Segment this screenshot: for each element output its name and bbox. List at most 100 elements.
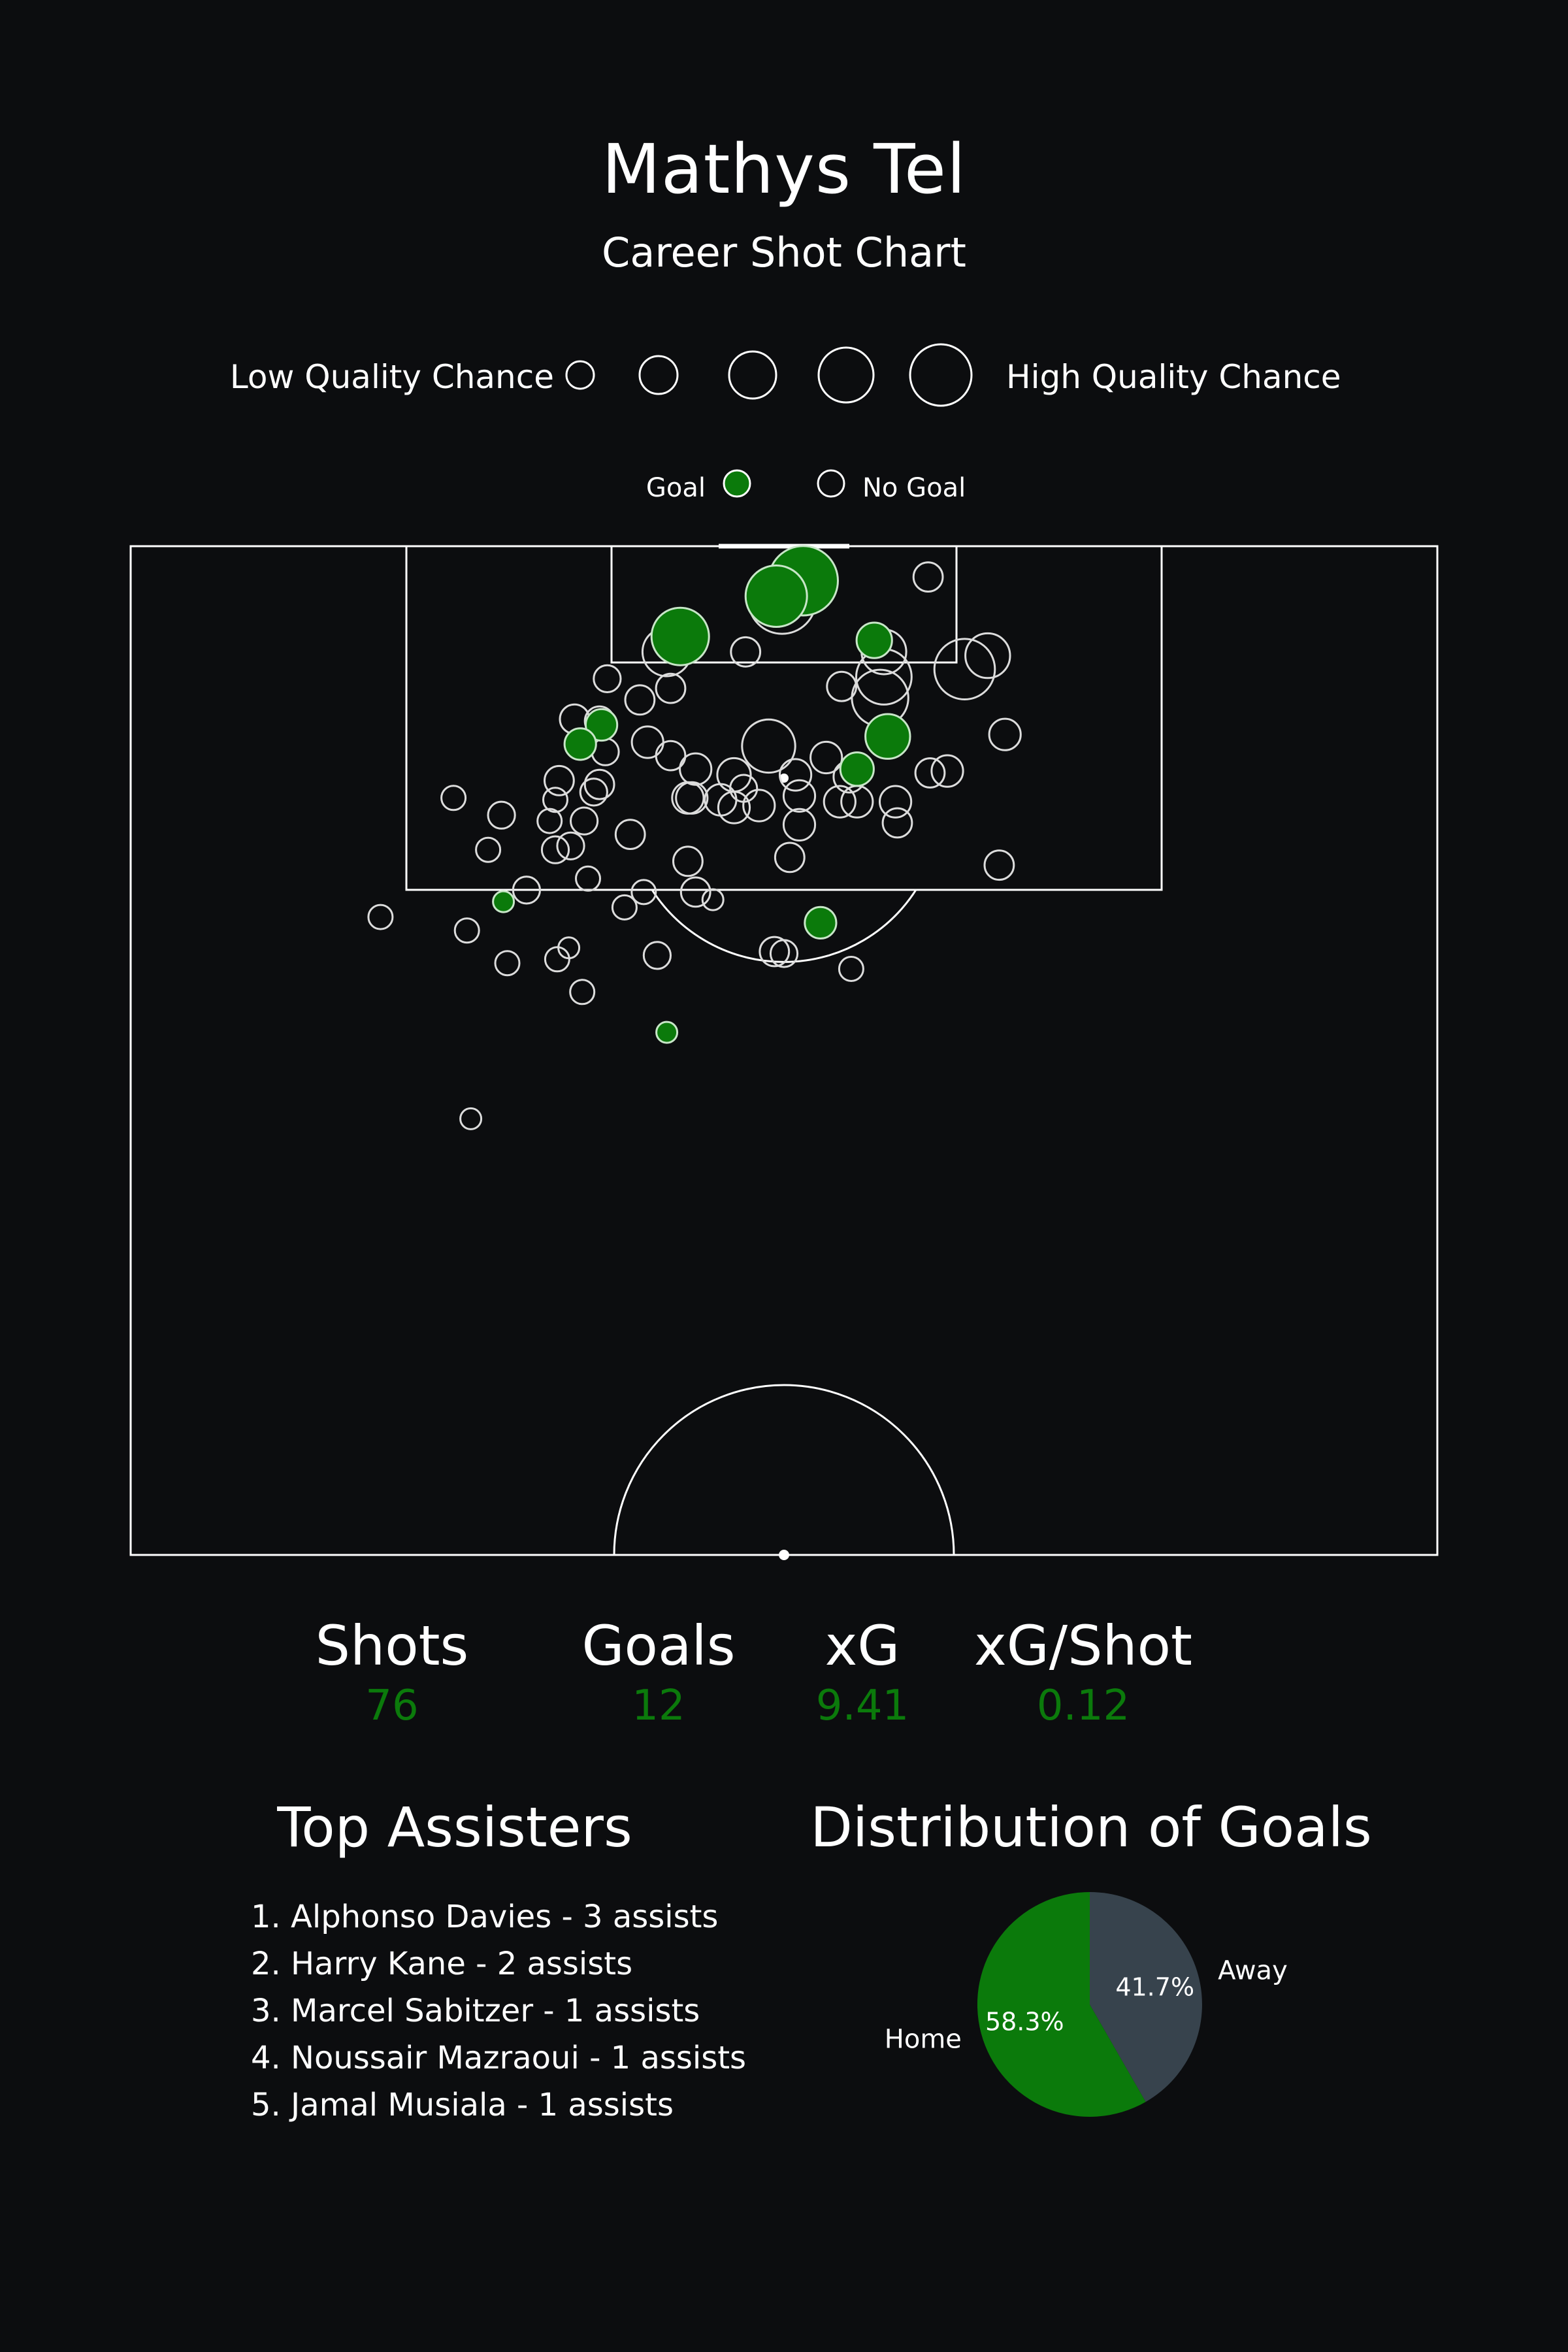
goal-distribution-pie: Home Away 58.3% 41.7% xyxy=(885,1892,1288,2117)
shot-no-goal-marker xyxy=(912,561,944,593)
shot-no-goal-marker xyxy=(809,740,843,775)
shot-no-goal-marker xyxy=(367,904,394,930)
list-item: 1. Alphonso Davies - 3 assists xyxy=(251,1899,719,1935)
shot-no-goal-marker xyxy=(630,879,657,906)
shots-layer xyxy=(367,545,1022,1130)
shot-no-goal-marker xyxy=(964,632,1011,679)
shot-no-goal-marker xyxy=(459,1107,483,1130)
pie-slice-home xyxy=(977,1892,1146,2117)
shot-goal-marker xyxy=(655,1021,679,1044)
shot-no-goal-marker xyxy=(823,785,857,819)
pie-pct-away: 41.7% xyxy=(1115,1972,1194,2001)
pitch-outline xyxy=(129,545,1439,1556)
stat-goals: Goals 12 xyxy=(528,1614,789,1730)
goal-legend-marker xyxy=(723,469,751,498)
shot-no-goal-marker xyxy=(826,670,858,702)
shot-no-goal-marker xyxy=(544,764,575,796)
shot-no-goal-marker xyxy=(879,785,913,819)
shot-no-goal-marker xyxy=(655,672,687,704)
shot-goal-marker xyxy=(855,621,893,659)
list-item: 4. Noussair Mazraoui - 1 assists xyxy=(251,2040,747,2076)
legend-circle-size-2 xyxy=(638,355,679,395)
shot-no-goal-marker xyxy=(769,939,799,968)
shot-goal-marker xyxy=(650,606,710,666)
no-goal-legend-marker xyxy=(817,469,845,498)
shot-goal-marker xyxy=(804,906,838,940)
shot-no-goal-marker xyxy=(512,875,542,905)
stat-xg: xG 9.41 xyxy=(732,1614,993,1730)
legend-circle-size-4 xyxy=(817,346,875,404)
shot-no-goal-marker xyxy=(914,757,946,789)
goal-legend-label: Goal xyxy=(646,473,706,503)
shot-no-goal-marker xyxy=(679,876,711,908)
stat-value: 0.12 xyxy=(1036,1682,1130,1730)
shot-no-goal-marker xyxy=(782,779,817,813)
top-assisters-list: 1. Alphonso Davies - 3 assists 2. Harry … xyxy=(251,1893,746,2129)
shot-no-goal-marker xyxy=(672,845,704,877)
shot-goal-marker xyxy=(839,751,875,787)
low-quality-label: Low Quality Chance xyxy=(230,358,554,396)
distribution-title: Distribution of Goals xyxy=(810,1795,1372,1859)
stat-xg-per-shot: xG/Shot 0.12 xyxy=(953,1614,1214,1730)
legend-circle-size-1 xyxy=(565,360,595,390)
shot-no-goal-marker xyxy=(583,768,615,800)
shot-no-goal-marker xyxy=(838,956,864,982)
shot-goal-marker xyxy=(585,708,619,742)
legend-circle-size-3 xyxy=(728,350,777,400)
size-legend: Low Quality Chance High Quality Chance xyxy=(230,343,1341,407)
shot-no-goal-marker xyxy=(575,865,601,892)
shot-no-goal-marker xyxy=(440,785,467,811)
shot-no-goal-marker xyxy=(983,849,1015,881)
shot-no-goal-marker xyxy=(701,888,725,911)
pie-slice-away xyxy=(1090,1892,1202,2102)
pitch xyxy=(129,544,1439,1560)
legend-circle-size-5 xyxy=(909,343,973,407)
stat-value: 12 xyxy=(632,1682,685,1730)
stat-label: xG xyxy=(825,1614,900,1678)
stat-label: xG/Shot xyxy=(974,1614,1192,1678)
shot-no-goal-marker xyxy=(614,819,646,850)
pie-label-away: Away xyxy=(1218,1956,1288,1986)
list-item: 2. Harry Kane - 2 assists xyxy=(251,1946,633,1982)
top-assisters-title: Top Assisters xyxy=(277,1795,632,1859)
shot-no-goal-marker xyxy=(487,800,516,830)
shot-no-goal-marker xyxy=(741,718,796,774)
no-goal-legend-label: No Goal xyxy=(862,473,966,503)
stat-label: Shots xyxy=(315,1614,469,1678)
shot-no-goal-marker xyxy=(593,664,622,694)
centre-spot xyxy=(779,1550,789,1560)
shot-no-goal-marker xyxy=(655,740,687,772)
shot-no-goal-marker xyxy=(779,758,813,792)
shot-no-goal-marker xyxy=(611,894,638,921)
shot-goal-marker xyxy=(492,890,515,913)
shot-no-goal-marker xyxy=(624,684,656,716)
outcome-legend: Goal No Goal xyxy=(646,469,966,503)
shot-no-goal-marker xyxy=(542,787,568,813)
shot-no-goal-marker xyxy=(536,808,563,834)
stat-label: Goals xyxy=(581,1614,736,1678)
shot-no-goal-marker xyxy=(540,835,570,864)
pie-label-home: Home xyxy=(885,2024,962,2054)
shot-no-goal-marker xyxy=(630,725,664,759)
list-item: 3. Marcel Sabitzer - 1 assists xyxy=(251,1993,700,2029)
stat-value: 76 xyxy=(365,1682,419,1730)
shot-no-goal-marker xyxy=(881,807,913,839)
shot-no-goal-marker xyxy=(930,754,964,788)
player-name: Mathys Tel xyxy=(602,129,966,209)
shot-no-goal-marker xyxy=(579,777,608,807)
shot-no-goal-marker xyxy=(642,941,672,970)
shot-no-goal-marker xyxy=(671,781,705,815)
shot-no-goal-marker xyxy=(782,808,817,842)
chart-subtitle: Career Shot Chart xyxy=(602,229,966,276)
shot-no-goal-marker xyxy=(855,648,913,706)
shot-no-goal-marker xyxy=(729,774,759,803)
shot-no-goal-marker xyxy=(556,831,585,860)
list-item: 5. Jamal Musiala - 1 assists xyxy=(251,2087,674,2123)
shot-goal-marker xyxy=(744,564,808,628)
centre-circle xyxy=(613,1384,955,1556)
shot-goal-marker xyxy=(864,713,911,760)
shot-goal-marker xyxy=(563,727,597,761)
high-quality-label: High Quality Chance xyxy=(1006,358,1341,396)
